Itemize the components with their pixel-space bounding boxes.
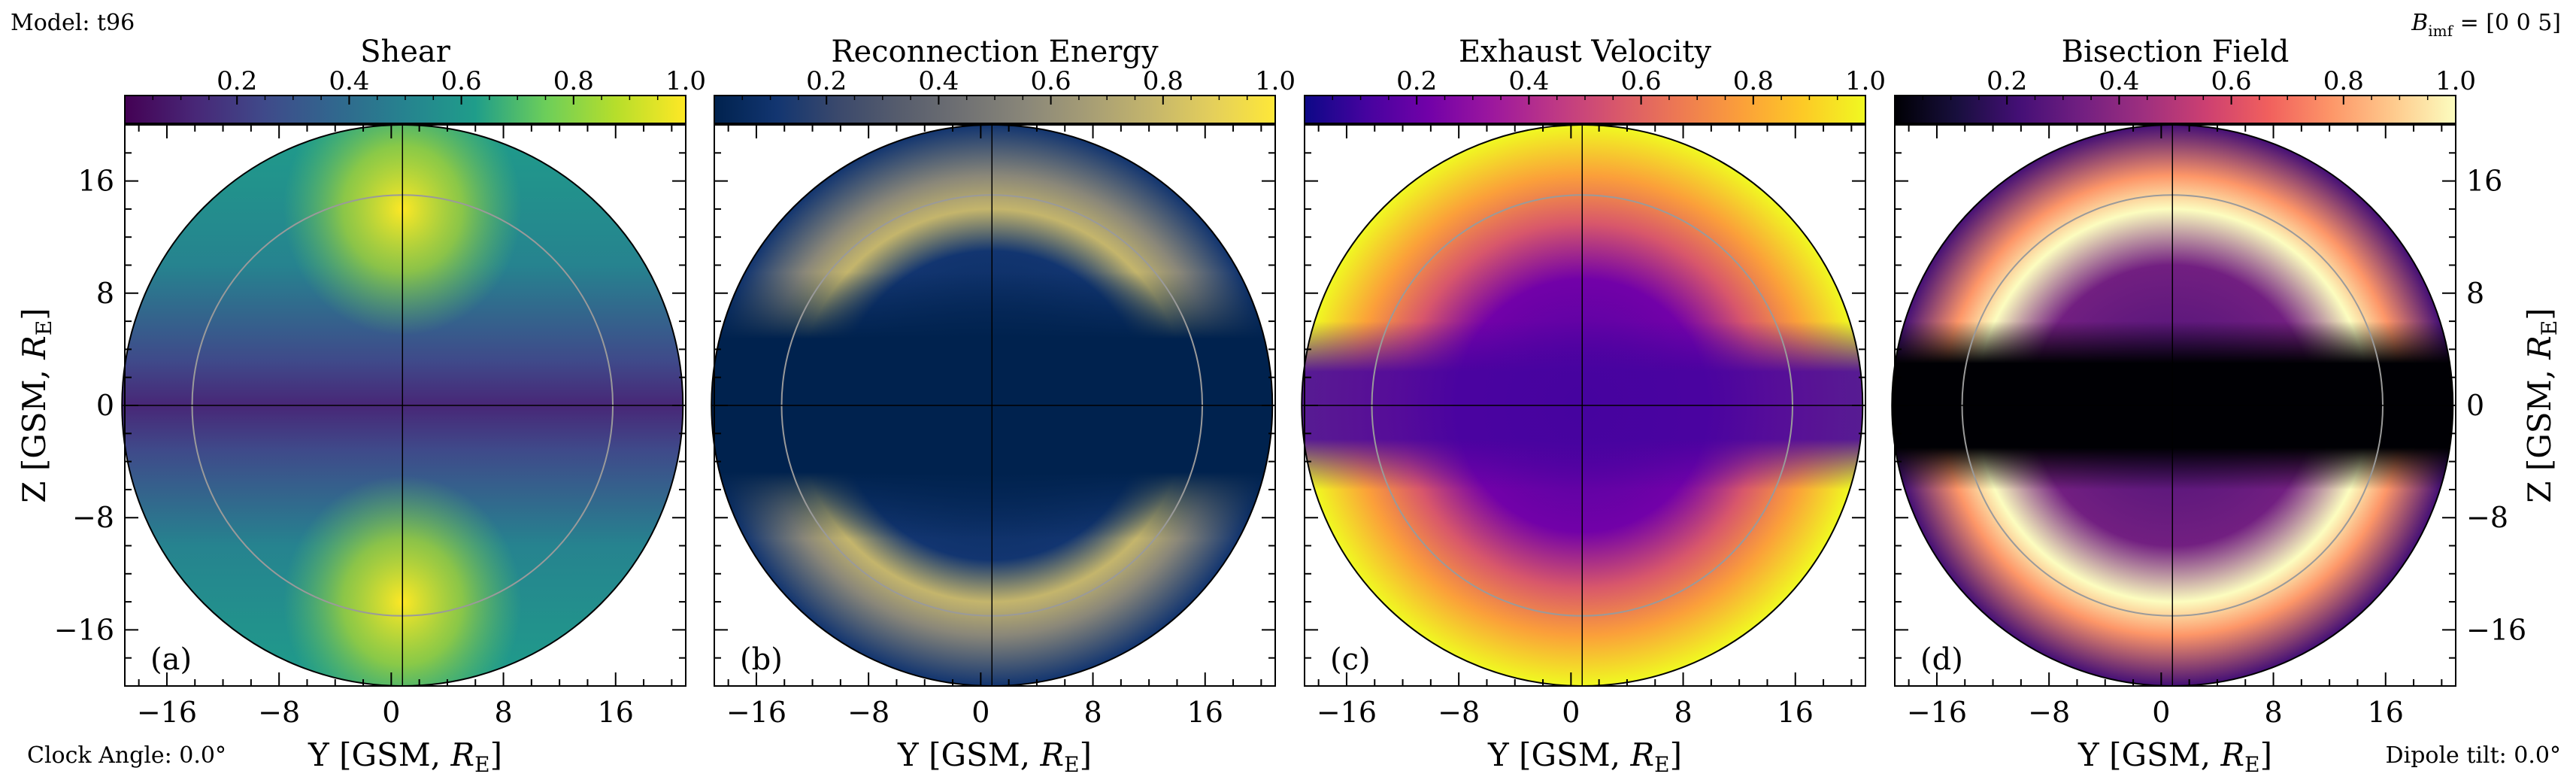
colorbar-tick-label: 0.2 xyxy=(217,66,257,96)
colorbar-tick-label: 0.8 xyxy=(1733,66,1774,96)
x-tick-label: −16 xyxy=(1907,696,1967,729)
clock-angle-label: Clock Angle: 0.0° xyxy=(27,742,226,769)
x-tick-label: 8 xyxy=(2264,696,2282,729)
y-tick-label: −16 xyxy=(2466,613,2526,646)
x-tick-label: −16 xyxy=(1317,696,1377,729)
colorbar-tick-label: 0.8 xyxy=(1143,66,1183,96)
x-tick-label: 16 xyxy=(1777,696,1814,729)
colorbar-tick-label: 0.6 xyxy=(1621,66,1662,96)
x-tick-label: −16 xyxy=(726,696,786,729)
panel-label: (a) xyxy=(150,642,192,677)
colorbar-tick-label: 0.4 xyxy=(329,66,369,96)
x-tick-label: 16 xyxy=(2368,696,2404,729)
panel-title: Shear xyxy=(360,35,451,69)
bimf-subscript: imf xyxy=(2428,22,2453,40)
colorbar xyxy=(1894,95,2456,124)
x-axis-label: Y [GSM, RE] xyxy=(897,736,1092,777)
panel-title: Exhaust Velocity xyxy=(1459,35,1711,69)
dipole-tilt-label: Dipole tilt: 0.0° xyxy=(2386,742,2561,769)
colorbar-tick-label: 0.6 xyxy=(2211,66,2252,96)
bimf-label: Bimf = [0 0 5] xyxy=(2411,10,2561,40)
x-tick-label: 0 xyxy=(1562,696,1580,729)
x-tick-label: 8 xyxy=(1083,696,1102,729)
colorbar-tick-label: 0.4 xyxy=(1508,66,1549,96)
colorbar-tick-label: 0.2 xyxy=(1987,66,2027,96)
y-axis-label-left: Z [GSM, RE] xyxy=(16,308,56,502)
y-axis-label-right: Z [GSM, RE] xyxy=(2521,308,2562,502)
x-tick-label: −8 xyxy=(258,696,300,729)
y-tick-label: −8 xyxy=(2466,501,2508,534)
panels-group: Shear 0.2 0.4 0.6 0.8 1.0 −16 −8 0 8 16 −16 −8 0 8 16 (a… xyxy=(16,35,2562,777)
x-tick-label: 16 xyxy=(598,696,634,729)
bimf-value: = [0 0 5] xyxy=(2453,10,2561,36)
colorbar-tick-label: 0.2 xyxy=(806,66,847,96)
panel-label: (d) xyxy=(1920,642,1963,677)
model-label: Model: t96 xyxy=(11,10,135,36)
x-tick-label: 16 xyxy=(1187,696,1223,729)
y-tick-label: 16 xyxy=(2466,165,2502,198)
x-tick-label: −8 xyxy=(1438,696,1480,729)
colorbar xyxy=(124,95,686,124)
colorbar-tick-label: 0.6 xyxy=(1031,66,1071,96)
panel-label: (c) xyxy=(1330,642,1371,677)
panel-title: Bisection Field xyxy=(2062,35,2290,69)
x-tick-label: 8 xyxy=(494,696,512,729)
panel-1: Shear 0.2 0.4 0.6 0.8 1.0 −16 −8 0 8 16 −16 −8 0 8 16 (a… xyxy=(54,35,706,777)
colorbar-tick-label: 0.6 xyxy=(441,66,482,96)
colorbar-tick-label: 1.0 xyxy=(665,66,706,96)
y-tick-label: 0 xyxy=(96,389,114,422)
panel-4: Bisection Field 0.2 0.4 0.6 0.8 1.0 −16 −8 0 8 16 −… xyxy=(1891,35,2526,777)
panel-3: Exhaust Velocity 0.2 0.4 0.6 0.8 1.0 −16 −8 0 8 16… xyxy=(1301,35,1886,777)
y-tick-label: 16 xyxy=(78,165,114,198)
x-tick-label: −16 xyxy=(137,696,197,729)
y-tick-label: 8 xyxy=(96,277,114,310)
colorbar xyxy=(714,95,1276,124)
colorbar-tick-label: 0.4 xyxy=(918,66,959,96)
y-tick-label: 0 xyxy=(2466,389,2484,422)
panel-title: Reconnection Energy xyxy=(831,35,1159,69)
colorbar-tick-label: 1.0 xyxy=(1845,66,1886,96)
bimf-symbol: B xyxy=(2411,10,2428,36)
panel-label: (b) xyxy=(740,642,783,677)
x-tick-label: −8 xyxy=(2028,696,2070,729)
colorbar-tick-label: 1.0 xyxy=(2435,66,2476,96)
x-axis-label: Y [GSM, RE] xyxy=(1487,736,1682,777)
colorbar-tick-label: 0.4 xyxy=(2099,66,2139,96)
x-tick-label: 8 xyxy=(1674,696,1692,729)
y-tick-label: −8 xyxy=(72,501,114,534)
colorbar-tick-label: 1.0 xyxy=(1255,66,1296,96)
x-tick-label: 0 xyxy=(382,696,400,729)
x-tick-label: −8 xyxy=(847,696,889,729)
colorbar-tick-label: 0.8 xyxy=(2323,66,2364,96)
colorbar-tick-label: 0.2 xyxy=(1396,66,1437,96)
x-axis-label: Y [GSM, RE] xyxy=(2077,736,2272,777)
colorbar-tick-label: 0.8 xyxy=(553,66,594,96)
x-tick-label: 0 xyxy=(2152,696,2170,729)
y-tick-label: 8 xyxy=(2466,277,2484,310)
y-tick-label: −16 xyxy=(54,613,114,646)
x-tick-label: 0 xyxy=(971,696,989,729)
x-axis-label: Y [GSM, RE] xyxy=(308,736,502,777)
